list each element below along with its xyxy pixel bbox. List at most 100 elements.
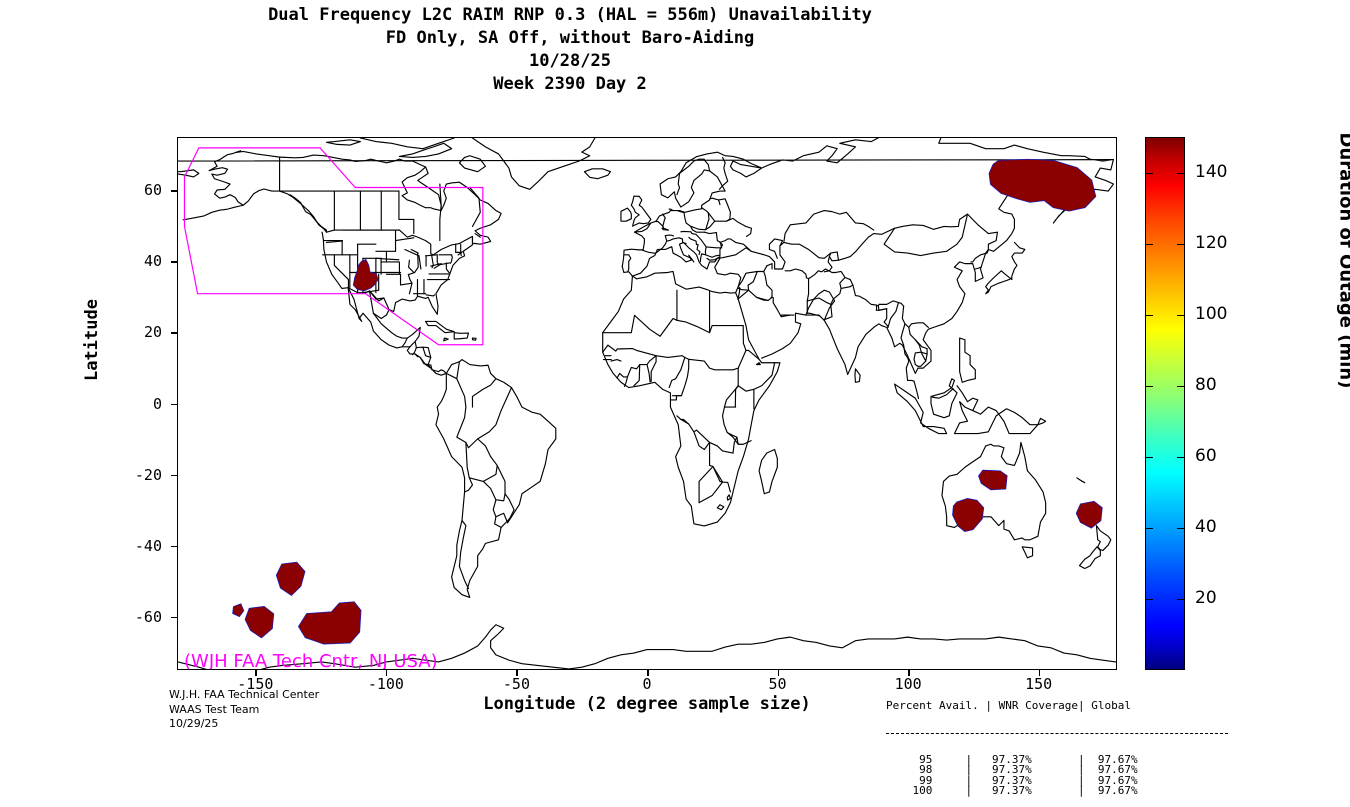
outage-region-tasman-sea bbox=[1077, 502, 1102, 528]
coastline-path bbox=[632, 258, 740, 293]
coastline-path bbox=[359, 291, 420, 348]
coastline-path bbox=[738, 266, 767, 287]
coastline-path bbox=[677, 291, 710, 333]
coastline-path bbox=[308, 211, 326, 233]
x-tick-mark bbox=[516, 670, 518, 676]
x-tick-label: 50 bbox=[733, 675, 823, 693]
y-tick-label: 0 bbox=[100, 395, 162, 413]
stats-table-header: Percent Avail. | WNR Coverage| Global bbox=[886, 701, 1228, 712]
coastline-path bbox=[838, 214, 997, 260]
colorbar-tick-mark bbox=[1177, 315, 1185, 317]
coastline-path bbox=[426, 295, 435, 296]
coastline-path bbox=[483, 465, 505, 500]
coastline-path bbox=[409, 272, 414, 274]
credit-line-1: W.J.H. FAA Technical Center bbox=[169, 688, 319, 703]
coastline-path bbox=[446, 373, 511, 447]
coastline-path bbox=[694, 430, 733, 453]
coastline-path bbox=[901, 324, 914, 381]
coastline-path bbox=[396, 238, 414, 241]
coastline-path bbox=[780, 242, 839, 260]
outage-region-ne-siberia bbox=[990, 160, 1095, 211]
coastline-path bbox=[469, 439, 497, 482]
coastline-path bbox=[326, 140, 360, 145]
coastline-path bbox=[459, 520, 468, 588]
coastline-path bbox=[178, 170, 199, 177]
coastline-path bbox=[280, 155, 502, 255]
coastline-path bbox=[436, 360, 556, 598]
coastline-path bbox=[748, 271, 757, 285]
coastline-path bbox=[706, 255, 720, 257]
stats-table-row: 100 | 97.37% | 97.67% bbox=[886, 786, 1228, 797]
watermark-text: (WJH FAA Tech Cntr, NJ USA) bbox=[184, 651, 438, 670]
stats-table-row: 99 | 97.37% | 97.67% bbox=[886, 776, 1228, 787]
y-tick-label: -20 bbox=[100, 466, 162, 484]
coastline-path bbox=[183, 168, 243, 220]
coastline-path bbox=[710, 198, 720, 204]
colorbar-tick-label: 60 bbox=[1195, 446, 1217, 466]
coastline-path bbox=[617, 373, 627, 378]
stats-table-rows: 95 | 97.37% | 97.67% 98 | 97.37% | 97.67… bbox=[886, 755, 1228, 797]
coastline-path bbox=[415, 253, 419, 272]
coastline-path bbox=[409, 260, 414, 272]
coastline-path bbox=[457, 362, 460, 379]
coastline-path bbox=[418, 167, 441, 211]
coastline-path bbox=[290, 195, 326, 232]
coastline-path bbox=[493, 500, 501, 528]
coastline-path bbox=[716, 233, 721, 248]
coastline-path bbox=[647, 365, 650, 382]
coastline-path bbox=[710, 326, 744, 333]
stats-table-rule bbox=[886, 733, 1228, 734]
coastline-path bbox=[699, 466, 713, 502]
coastline-path bbox=[444, 338, 448, 341]
map-svg bbox=[178, 138, 1116, 669]
wnr-boundary-path bbox=[184, 148, 482, 345]
colorbar-tick-label: 20 bbox=[1195, 588, 1217, 608]
coastlines-layer bbox=[178, 138, 1116, 669]
coastline-path bbox=[706, 247, 721, 248]
coastline-path bbox=[459, 156, 485, 172]
coastline-path bbox=[677, 416, 710, 450]
coastline-path bbox=[603, 345, 739, 370]
coastline-path bbox=[662, 226, 668, 230]
coastline-path bbox=[402, 338, 407, 347]
coastline-path bbox=[767, 264, 772, 269]
coastline-path bbox=[677, 159, 704, 194]
y-tick-label: -60 bbox=[100, 608, 162, 626]
coastline-path bbox=[888, 303, 898, 328]
x-tick-label: -50 bbox=[471, 675, 561, 693]
coastline-path bbox=[671, 396, 676, 400]
colorbar-label: Duration of Outage (min) bbox=[1336, 131, 1350, 391]
world-map-plot[interactable]: (WJH FAA Tech Cntr, NJ USA) bbox=[177, 137, 1117, 670]
coastline-path bbox=[426, 255, 438, 256]
coastline-path bbox=[470, 188, 480, 227]
colorbar-tick-mark bbox=[1145, 173, 1153, 175]
coastline-path bbox=[1077, 478, 1085, 483]
colorbar-tick-mark bbox=[1145, 457, 1153, 459]
coastline-path bbox=[1096, 526, 1110, 551]
coastline-path bbox=[719, 199, 731, 221]
y-tick-label: 40 bbox=[100, 252, 162, 270]
coastline-path bbox=[401, 283, 412, 285]
credit-line-2: WAAS Test Team bbox=[169, 703, 319, 718]
colorbar-tick-mark bbox=[1145, 599, 1153, 601]
colorbar[interactable] bbox=[1145, 137, 1185, 670]
coastline-path bbox=[915, 340, 925, 361]
y-tick-label: 20 bbox=[100, 323, 162, 341]
x-tick-mark bbox=[647, 670, 649, 676]
colorbar-tick-mark bbox=[1145, 315, 1153, 317]
coastline-path bbox=[717, 505, 723, 510]
coastline-path bbox=[457, 138, 600, 189]
outage-region-south-pacific-a bbox=[277, 563, 304, 595]
coastline-path bbox=[663, 214, 666, 226]
stats-table-row: 98 | 97.37% | 97.67% bbox=[886, 765, 1228, 776]
colorbar-tick-label: 100 bbox=[1195, 304, 1227, 324]
x-tick-label: -100 bbox=[341, 675, 431, 693]
coastline-path bbox=[209, 151, 279, 191]
coastline-path bbox=[931, 379, 957, 418]
coastline-path bbox=[446, 263, 449, 273]
coastline-path bbox=[1022, 547, 1032, 558]
x-tick-label: 0 bbox=[602, 675, 692, 693]
coastline-path bbox=[1079, 547, 1100, 569]
colorbar-tick-mark bbox=[1177, 244, 1185, 246]
chart-title-block: Dual Frequency L2C RAIM RNP 0.3 (HAL = 5… bbox=[0, 4, 1140, 96]
